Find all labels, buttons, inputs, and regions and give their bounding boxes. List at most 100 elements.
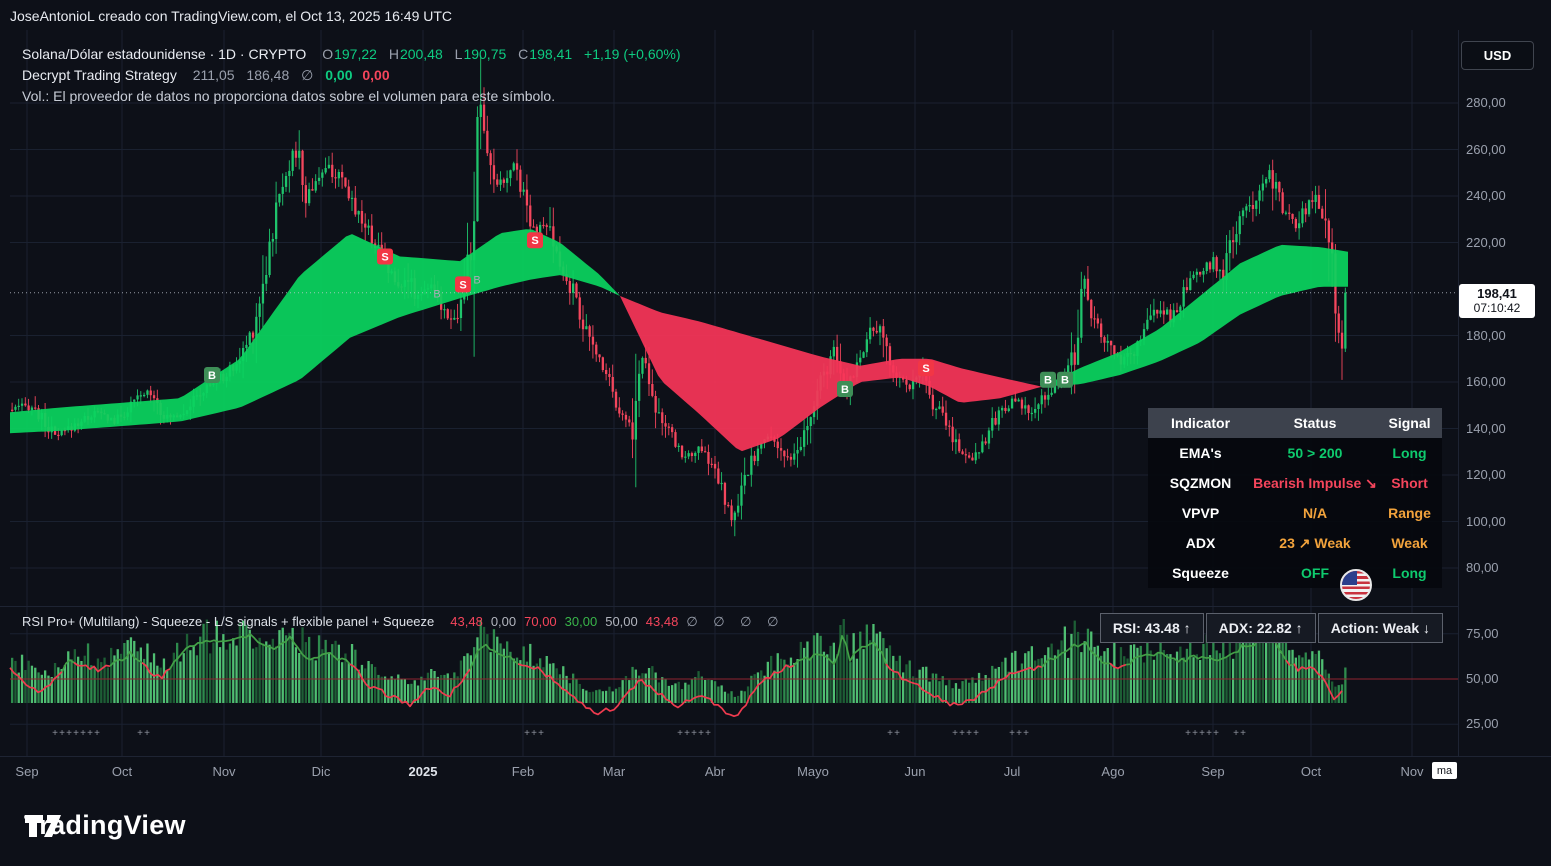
- header-status: Status: [1293, 415, 1337, 431]
- us-flag-icon[interactable]: [1340, 569, 1372, 601]
- indicator-table-header: Indicator Status Signal: [1148, 408, 1442, 438]
- price-scale-label: 180,00: [1466, 327, 1506, 343]
- volume-notice: Vol.: El proveedor de datos no proporcio…: [22, 88, 555, 104]
- indicator-status: Bearish Impulse ↘: [1253, 474, 1377, 491]
- sell-signal-badge[interactable]: S: [455, 276, 471, 293]
- low-value: 190,75: [463, 46, 507, 62]
- svg-text:B: B: [208, 370, 216, 382]
- empty-set-symbol: ∅: [301, 67, 314, 83]
- time-axis-label: Abr: [704, 764, 726, 779]
- squeeze-plus-marker: +: [1206, 728, 1212, 739]
- svg-text:S: S: [922, 363, 929, 375]
- rsi-legend-value: 50,00: [605, 614, 638, 629]
- buy-signal-badge[interactable]: B: [1040, 371, 1056, 388]
- high-label: H: [388, 46, 399, 62]
- time-axis-label: Mar: [602, 764, 626, 779]
- time-axis-label: Mayo: [797, 764, 829, 779]
- indicator-status-table: Indicator Status Signal EMA's 50 > 200 Lon…: [1148, 408, 1442, 588]
- indicator-name: VPVP: [1181, 505, 1220, 521]
- open-value: 197,22: [334, 46, 377, 62]
- indicator-name: ADX: [1185, 535, 1216, 551]
- indicator-signal: Weak: [1391, 535, 1428, 551]
- symbol-title[interactable]: Solana/Dólar estadounidense · 1D · CRYPT…: [22, 46, 307, 62]
- strategy-value-3: 0,00: [325, 67, 353, 83]
- low-label: L: [454, 46, 463, 62]
- price-scale-label: 280,00: [1466, 95, 1506, 110]
- sell-signal-badge[interactable]: S: [918, 360, 934, 377]
- squeeze-plus-marker: +: [531, 728, 537, 739]
- price-scale-label: 260,00: [1466, 141, 1506, 157]
- rsi-scale-label: 75,00: [1466, 625, 1499, 641]
- close-value: 198,41: [529, 46, 573, 62]
- sell-signal-badge[interactable]: S: [527, 232, 543, 249]
- indicator-status: 23 ↗ Weak: [1279, 534, 1351, 551]
- header-signal: Signal: [1388, 415, 1431, 431]
- us-flag-canton: [1342, 571, 1357, 585]
- squeeze-plus-marker: +: [144, 728, 150, 739]
- squeeze-plus-marker: +: [887, 728, 893, 739]
- squeeze-plus-marker: +: [959, 728, 965, 739]
- strategy-legend[interactable]: Decrypt Trading Strategy 211,05 186,48 ∅…: [22, 67, 390, 84]
- indicator-status: N/A: [1302, 505, 1328, 521]
- buy-signal-badge[interactable]: B: [837, 381, 853, 397]
- currency-toggle-button[interactable]: USD: [1461, 41, 1534, 70]
- ma-axis-badge[interactable]: ma: [1432, 762, 1457, 779]
- price-scale-label: 120,00: [1466, 467, 1506, 482]
- stat-badges-row: RSI: 43.48 ↑ ADX: 22.82 ↑ Action: Weak ↓: [1098, 613, 1443, 643]
- strategy-value-4: 0,00: [362, 67, 390, 83]
- time-axis-label: Dic: [311, 764, 331, 779]
- ema-cloud: [620, 296, 1042, 452]
- bar-countdown: 07:10:42: [1473, 301, 1521, 315]
- price-scale-label: 140,00: [1466, 420, 1506, 436]
- time-axis-label: Nov: [212, 764, 236, 779]
- squeeze-plus-marker: +: [1009, 728, 1015, 739]
- buy-marker-text[interactable]: B: [433, 289, 440, 301]
- price-scale-label: 80,00: [1466, 560, 1499, 575]
- tradingview-logo[interactable]: TradingView: [24, 810, 186, 841]
- rsi-indicator-legend[interactable]: RSI Pro+ (Multilang) - Squeeze - L/S sig…: [22, 614, 784, 630]
- squeeze-plus-marker: +: [684, 728, 690, 739]
- time-axis-label: Sep: [15, 764, 39, 779]
- svg-text:S: S: [459, 279, 466, 291]
- squeeze-plus-marker: +: [66, 728, 72, 739]
- strategy-value-2: 186,48: [246, 67, 290, 83]
- rsi-indicator-title[interactable]: RSI Pro+ (Multilang) - Squeeze - L/S sig…: [22, 614, 435, 629]
- svg-text:B: B: [1061, 375, 1069, 387]
- time-axis-label: Oct: [111, 764, 133, 779]
- squeeze-plus-marker: +: [1023, 728, 1029, 739]
- indicator-signal: Long: [1392, 445, 1427, 461]
- sell-signal-badge[interactable]: S: [377, 248, 393, 265]
- attribution-text: JoseAntonioL creado con TradingView.com,…: [10, 8, 453, 24]
- time-axis-label: Nov: [1400, 764, 1424, 779]
- squeeze-plus-marker: +: [59, 728, 65, 739]
- time-axis-label: Feb: [511, 764, 535, 779]
- buy-signal-badge[interactable]: B: [1057, 371, 1073, 388]
- last-price-badge: 198,41 07:10:42: [1459, 284, 1535, 318]
- squeeze-plus-marker: +: [952, 728, 958, 739]
- svg-text:S: S: [381, 252, 388, 264]
- squeeze-plus-marker: +: [698, 728, 704, 739]
- rsi-legend-value: 43,48: [450, 614, 483, 629]
- strategy-title[interactable]: Decrypt Trading Strategy: [22, 67, 177, 83]
- symbol-legend[interactable]: Solana/Dólar estadounidense · 1D · CRYPT…: [22, 46, 681, 62]
- rsi-pane-canvas[interactable]: + + + + + + + + + + + + + + + + + + + + + + + + + + + + + + + + +: [0, 607, 1460, 757]
- svg-text:B: B: [841, 384, 849, 396]
- indicator-name: EMA's: [1179, 445, 1222, 461]
- pane-divider[interactable]: [0, 606, 1458, 607]
- squeeze-plus-marker: +: [973, 728, 979, 739]
- buy-signal-badge[interactable]: B: [204, 367, 220, 383]
- indicator-status: OFF: [1301, 565, 1329, 581]
- squeeze-plus-marker: +: [1185, 728, 1191, 739]
- time-axis-label: Oct: [1300, 764, 1322, 779]
- tradingview-logo-icon: [25, 814, 61, 837]
- time-axis-divider: [0, 756, 1551, 757]
- close-label: C: [518, 46, 529, 62]
- rsi-empty-set-symbols: ∅ ∅ ∅ ∅: [686, 614, 785, 629]
- buy-marker-text[interactable]: B: [473, 275, 480, 287]
- time-axis-label: Jul: [1003, 764, 1021, 779]
- rsi-legend-value: 30,00: [564, 614, 598, 629]
- price-scale-divider[interactable]: [1458, 30, 1459, 757]
- stat-badge: Action: Weak ↓: [1317, 613, 1443, 643]
- svg-text:S: S: [531, 235, 538, 247]
